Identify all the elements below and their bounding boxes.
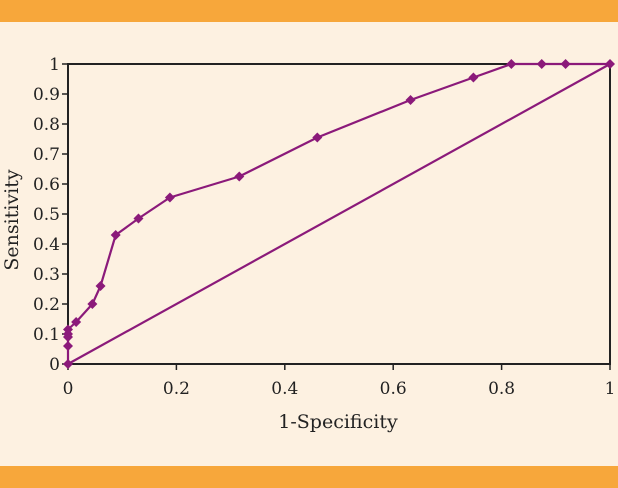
y-tick-label: 0.9 xyxy=(33,85,60,105)
ticks: 0 0.1 0.2 0.3 0.4 0.5 0.6 0.7 0.8 0.9 1 0 0.2 0.4 0.6 0… xyxy=(33,55,615,399)
x-tick-label: 0.2 xyxy=(163,379,190,399)
y-tick-label: 0.5 xyxy=(33,205,60,225)
y-tick-label: 0.7 xyxy=(33,145,60,165)
y-tick-label: 0.1 xyxy=(33,325,60,345)
series-markers xyxy=(63,59,615,369)
roc-point xyxy=(133,213,144,224)
roc-point xyxy=(71,317,82,327)
roc-point xyxy=(506,59,517,69)
top-band xyxy=(0,0,618,22)
roc-point xyxy=(312,132,323,143)
roc-point xyxy=(87,299,98,309)
x-tick-label: 0.8 xyxy=(488,379,515,399)
x-tick-label: 0.4 xyxy=(271,379,298,399)
reference-line xyxy=(67,63,611,365)
y-tick-label: 0.2 xyxy=(33,295,60,315)
bottom-band xyxy=(0,466,618,488)
y-tick-label: 0.6 xyxy=(33,175,60,195)
roc-point xyxy=(560,59,571,69)
y-tick-label: 0.8 xyxy=(33,115,60,135)
y-tick-label: 0 xyxy=(49,355,60,375)
x-tick-label: 1 xyxy=(605,379,616,399)
x-tick-label: 0.6 xyxy=(380,379,407,399)
roc-point xyxy=(468,72,479,83)
x-axis-title: 1-Specificity xyxy=(278,411,398,433)
series-lines xyxy=(66,62,611,365)
roc-point xyxy=(234,171,245,182)
y-tick-label: 0.4 xyxy=(33,235,60,255)
roc-point xyxy=(63,324,73,335)
roc-point xyxy=(63,359,73,369)
roc-point xyxy=(536,59,547,69)
x-tick-label: 0 xyxy=(63,379,74,399)
roc-point xyxy=(605,59,615,69)
y-tick-label: 1 xyxy=(49,55,60,75)
roc-point xyxy=(405,95,416,105)
y-axis-title: Sensitivity xyxy=(1,169,23,270)
roc-point xyxy=(110,230,121,240)
roc-point xyxy=(164,192,175,203)
roc-point xyxy=(63,341,73,351)
roc-point xyxy=(95,281,106,291)
y-tick-label: 0.3 xyxy=(33,265,60,285)
